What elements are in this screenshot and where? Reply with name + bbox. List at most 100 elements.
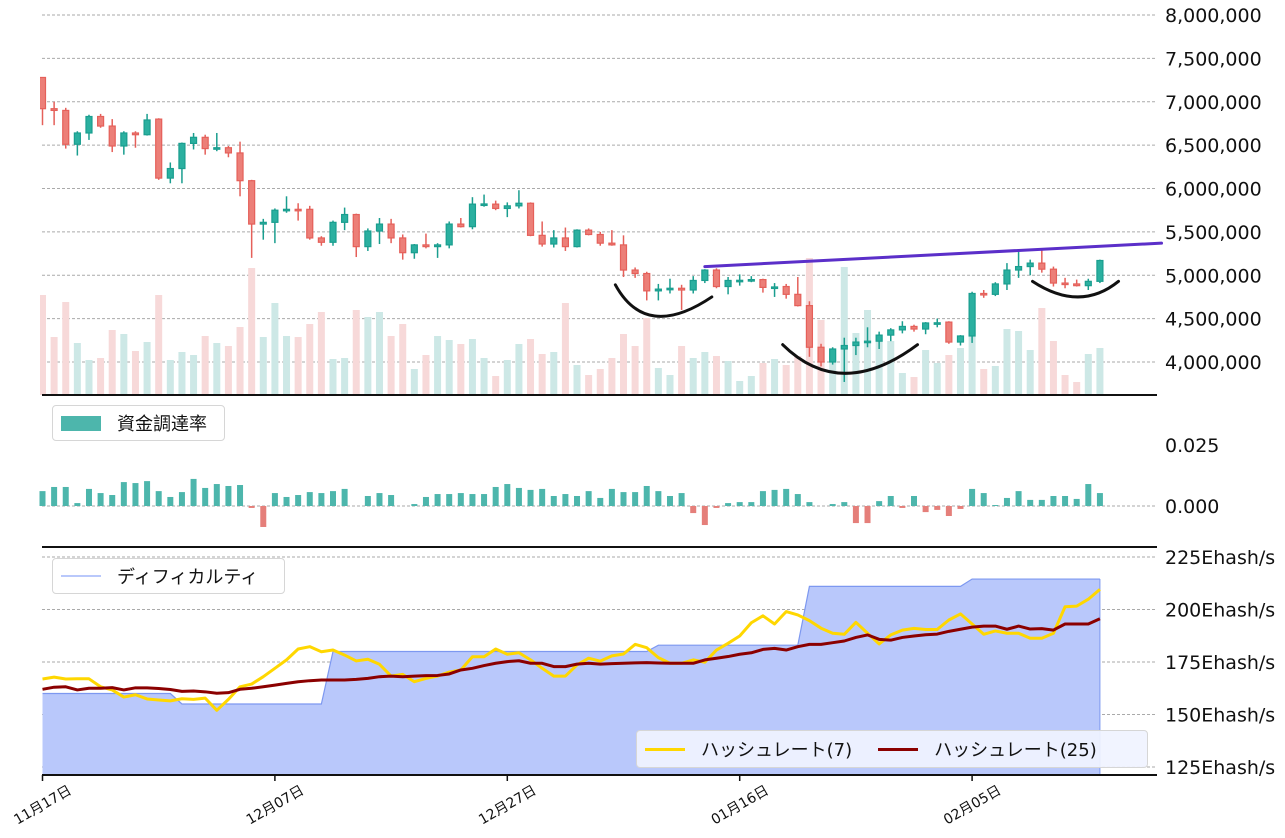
- price-tick-label: 5,500,000: [1165, 222, 1262, 244]
- funding-bar: [457, 493, 464, 506]
- volume-bar: [259, 337, 267, 395]
- candle-body: [1003, 269, 1011, 285]
- volume-bar: [1015, 331, 1023, 395]
- volume-bar: [689, 358, 697, 395]
- candle-body: [457, 223, 465, 228]
- funding-bar: [271, 493, 278, 506]
- volume-bar: [1084, 354, 1092, 395]
- candle-body: [712, 269, 721, 288]
- volume-bar: [678, 346, 686, 395]
- funding-legend: 資金調達率: [52, 405, 225, 441]
- funding-bar: [306, 492, 313, 506]
- candle-body: [399, 237, 407, 254]
- price-tick-label: 4,000,000: [1165, 352, 1262, 374]
- candle-body: [631, 269, 639, 275]
- volume-bar: [62, 302, 70, 395]
- funding-bar: [806, 502, 813, 506]
- candlesticks: [40, 76, 1104, 382]
- candle-body: [503, 205, 511, 210]
- volume-bar: [40, 295, 46, 395]
- volume-bar: [631, 346, 639, 395]
- volume-bar: [201, 336, 209, 395]
- volume-bar: [654, 368, 662, 395]
- funding-bar: [190, 478, 197, 506]
- funding-bar: [39, 491, 46, 506]
- volume-bar: [864, 310, 872, 395]
- candle-body: [1014, 265, 1023, 271]
- volume-bar: [271, 303, 279, 395]
- funding-bar: [434, 494, 441, 506]
- volume-bar: [991, 366, 999, 395]
- volume-bar: [643, 318, 651, 395]
- funding-bar: [155, 491, 162, 506]
- funding-bar: [364, 495, 371, 506]
- volume-bar: [736, 381, 744, 395]
- funding-bar: [109, 495, 116, 506]
- funding-bar: [574, 495, 581, 506]
- candle-body: [85, 115, 93, 134]
- candle-body: [526, 202, 535, 236]
- candle-body: [492, 203, 500, 210]
- funding-bar: [62, 486, 69, 506]
- volume-bar: [666, 375, 674, 395]
- hashrate7-legend-swatch: [645, 747, 685, 751]
- funding-bar: [330, 491, 336, 506]
- volume-bar: [561, 303, 569, 395]
- candle-body: [654, 288, 662, 292]
- candle-body: [1038, 262, 1046, 270]
- candle-body: [677, 287, 686, 291]
- volume-bar: [771, 359, 779, 395]
- funding-bar: [144, 481, 151, 506]
- candle-body: [282, 208, 291, 212]
- volume-bar: [85, 360, 93, 395]
- hashrate-tick-label: 150Ehash/s: [1165, 705, 1275, 727]
- funding-bar: [911, 495, 917, 506]
- price-tick-label: 6,000,000: [1165, 179, 1262, 201]
- funding-bar: [550, 495, 557, 506]
- funding-bar: [376, 493, 383, 506]
- candle-body: [875, 334, 883, 342]
- candle-body: [770, 286, 779, 290]
- volume-bar: [294, 337, 302, 395]
- candle-body: [968, 292, 976, 337]
- funding-tick-label: 0.000: [1165, 496, 1219, 518]
- funding-bar: [864, 506, 871, 524]
- candle-body: [956, 335, 965, 343]
- funding-bar: [655, 491, 662, 506]
- candle-body: [1026, 262, 1034, 268]
- funding-bar: [725, 503, 732, 506]
- funding-bar: [539, 488, 546, 506]
- funding-bar: [167, 496, 174, 506]
- volume-bar: [550, 352, 558, 395]
- funding-bar: [666, 495, 673, 506]
- funding-bar: [829, 504, 836, 506]
- volume-bar: [527, 339, 535, 395]
- candle-body: [236, 152, 244, 182]
- volume-bar: [503, 360, 511, 395]
- candle-body: [863, 340, 872, 344]
- funding-bar: [876, 501, 883, 506]
- funding-bar: [643, 485, 650, 506]
- candle-body: [40, 76, 47, 110]
- funding-bar: [283, 496, 290, 506]
- candle-body: [701, 269, 709, 282]
- hashrate-tick-label: 200Ehash/s: [1165, 600, 1275, 622]
- funding-bar: [736, 502, 743, 506]
- hashrate7-legend-label: ハッシュレート(7): [701, 740, 853, 761]
- volume-bar: [190, 355, 198, 395]
- candle-body: [817, 346, 825, 363]
- candle-body: [178, 142, 186, 170]
- candle-body: [120, 132, 128, 147]
- funding-bar: [934, 506, 941, 510]
- candle-body: [96, 115, 105, 127]
- annotations: [613, 241, 1164, 375]
- volume-bar: [1096, 348, 1104, 395]
- funding-bar: [341, 488, 348, 506]
- volume-bar: [178, 352, 186, 395]
- funding-bar: [481, 494, 488, 506]
- funding-bar: [1015, 491, 1022, 506]
- difficulty-line: [42, 578, 1100, 705]
- candle-body: [248, 180, 256, 225]
- candle-body: [550, 237, 558, 245]
- candle-body: [352, 213, 360, 248]
